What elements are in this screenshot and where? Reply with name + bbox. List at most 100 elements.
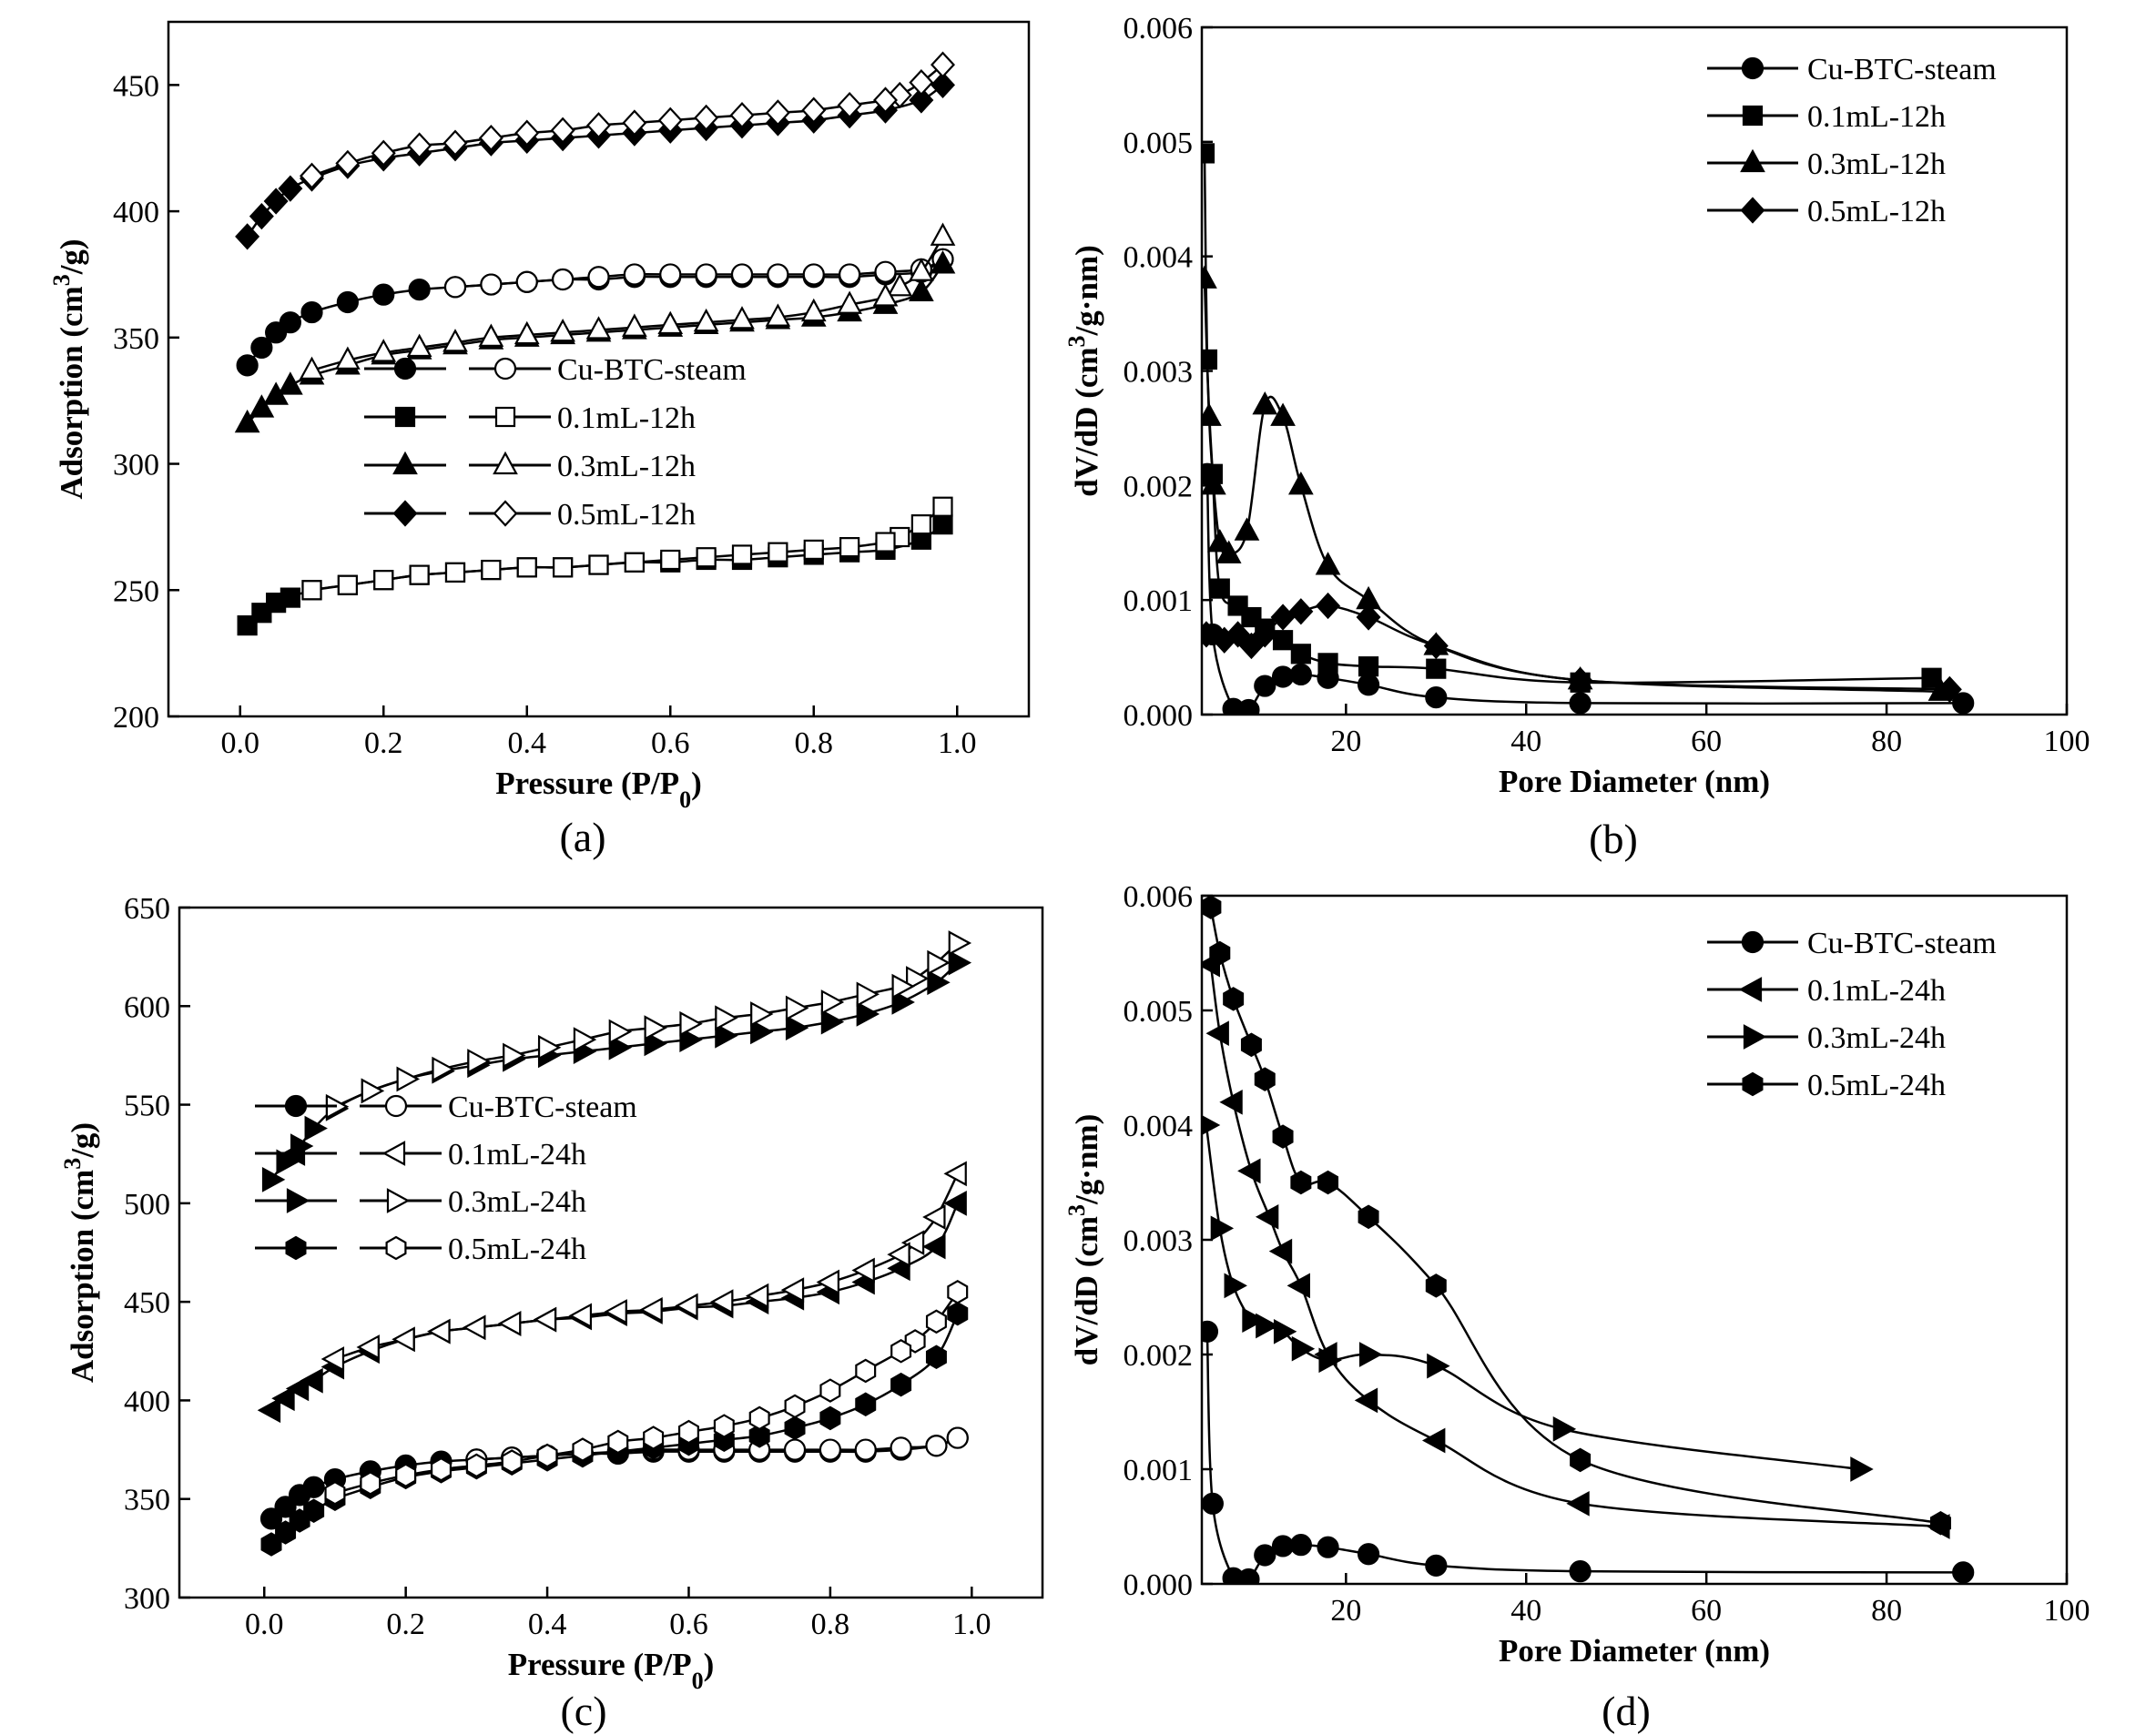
point-0-1ml-12h bbox=[1202, 143, 1215, 164]
point-0-3ml-12h-desorption bbox=[887, 273, 913, 297]
x-tick-label: 0.6 bbox=[669, 1608, 708, 1641]
point-cu-btc-steam-desorption bbox=[659, 263, 682, 286]
legend-marker-0-1ml-12h bbox=[1742, 105, 1764, 127]
y-axis-label-end: /g·nm) bbox=[1069, 1114, 1104, 1205]
point-0-1ml-24h-desorption bbox=[533, 1306, 557, 1333]
point-0-5ml-24h-desorption bbox=[431, 1456, 453, 1482]
y-tick-label: 0.002 bbox=[1124, 470, 1194, 503]
x-axis-label-end: ) bbox=[691, 766, 702, 801]
x-tick-label: 20 bbox=[1330, 1594, 1361, 1628]
point-cu-btc-steam-desorption bbox=[623, 263, 646, 286]
point-0-1ml-24h-adsorption bbox=[285, 1375, 310, 1402]
legend-marker-0-1ml-24h-desorption bbox=[381, 1141, 406, 1166]
point-0-3ml-24h bbox=[1291, 1335, 1316, 1362]
point-cu-btc-steam-adsorption bbox=[302, 1476, 325, 1498]
point-0-1ml-12h-desorption bbox=[301, 580, 322, 601]
legend-marker-cu-btc-steam-adsorption bbox=[284, 1094, 308, 1118]
point-0-1ml-24h bbox=[1237, 1158, 1261, 1184]
y-tick-label: 0.005 bbox=[1124, 127, 1194, 160]
point-cu-btc-steam bbox=[1254, 1544, 1276, 1567]
y-tick-label: 600 bbox=[124, 990, 170, 1024]
point-0-3ml-24h-desorption bbox=[820, 989, 845, 1015]
legend-marker-0-3ml-12h bbox=[1740, 148, 1765, 173]
legend-label-0-5ml-12h: 0.5mL-12h bbox=[557, 498, 696, 532]
panel-a: 0.0 0.2 0.4 0.6 0.8 1.0 200 250 300 350 400 450 Pres… bbox=[48, 20, 1031, 860]
point-0-5ml-12h-desorption bbox=[931, 51, 955, 78]
point-0-3ml-24h-desorption bbox=[679, 1010, 703, 1037]
point-0-5ml-24h bbox=[1358, 1204, 1379, 1230]
point-0-5ml-24h-desorption bbox=[501, 1449, 523, 1474]
point-cu-btc-steam-adsorption bbox=[274, 1496, 297, 1518]
point-cu-btc-steam-adsorption bbox=[300, 300, 323, 324]
point-0-1ml-24h-adsorption bbox=[257, 1397, 281, 1424]
legend-label-0-1ml-24h: 0.1mL-24h bbox=[448, 1138, 586, 1172]
point-0-5ml-12h bbox=[1225, 621, 1251, 648]
point-cu-btc-steam bbox=[1271, 1535, 1295, 1557]
legend-label-0-5ml-24h: 0.5mL-24h bbox=[1807, 1069, 1946, 1102]
y-axis-label: Adsorption (cm3/g) bbox=[59, 1122, 101, 1383]
point-cu-btc-steam-desorption bbox=[552, 268, 575, 291]
point-0-3ml-24h-adsorption bbox=[785, 1015, 809, 1040]
y-axis-label-sup: 3 bbox=[59, 1158, 86, 1170]
point-0-5ml-24h-desorption bbox=[784, 1394, 806, 1419]
point-0-1ml-24h-adsorption bbox=[300, 1367, 323, 1394]
point-0-1ml-24h bbox=[1354, 1387, 1378, 1414]
point-0-5ml-24h-desorption bbox=[465, 1453, 487, 1478]
point-cu-btc-steam bbox=[1202, 1320, 1219, 1343]
point-0-1ml-24h-adsorption bbox=[271, 1385, 295, 1412]
point-0-5ml-12h-desorption bbox=[478, 125, 503, 152]
y-tick-label: 0.006 bbox=[1124, 880, 1194, 914]
point-0-1ml-24h-desorption bbox=[816, 1269, 839, 1295]
point-0-3ml-12h-adsorption bbox=[909, 278, 934, 301]
legend-marker-cu-btc-steam-desorption bbox=[493, 357, 517, 380]
point-0-5ml-12h-desorption bbox=[514, 119, 540, 147]
point-0-1ml-12h bbox=[1209, 578, 1230, 599]
x-tick-label: 60 bbox=[1691, 1594, 1722, 1628]
point-cu-btc-steam bbox=[1202, 1492, 1224, 1515]
point-0-1ml-24h-desorption bbox=[568, 1303, 593, 1329]
point-0-1ml-24h-desorption bbox=[320, 1346, 345, 1372]
legend-marker-cu-btc-steam-desorption bbox=[384, 1094, 408, 1118]
point-0-5ml-24h-desorption bbox=[925, 1309, 947, 1334]
y-axis-label: Adsorption (cm3/g) bbox=[48, 238, 90, 499]
legend-marker-0-1ml-24h-adsorption bbox=[281, 1141, 306, 1166]
point-0-1ml-24h bbox=[1566, 1490, 1590, 1517]
point-cu-btc-steam-desorption bbox=[587, 266, 610, 289]
y-axis-label: dV/dD (cm3/g·nm) bbox=[1063, 245, 1105, 497]
point-0-3ml-24h-adsorption bbox=[304, 1115, 328, 1141]
x-tick-label: 100 bbox=[2044, 725, 2090, 758]
point-0-3ml-24h-desorption bbox=[856, 981, 880, 1008]
point-0-3ml-12h-desorption bbox=[622, 313, 647, 337]
point-cu-btc-steam-adsorption bbox=[408, 279, 431, 301]
point-0-3ml-24h bbox=[1256, 1313, 1279, 1339]
legend: Cu-BTC-steam 0.1mL-24h 0.3mL-24h 0.5mL-24h bbox=[1707, 927, 1997, 1102]
x-tick-label: 80 bbox=[1871, 1594, 1902, 1628]
legend-marker-0-1ml-24h bbox=[1738, 977, 1763, 1002]
point-0-1ml-12h-desorption bbox=[409, 564, 430, 585]
point-0-3ml-24h-desorption bbox=[644, 1015, 667, 1040]
panel-d: 20 40 60 80 100 0.000 0.001 0.002 0.003 0.004 0.00… bbox=[1063, 880, 2090, 1734]
point-0-3ml-24h-desorption bbox=[750, 1001, 774, 1027]
point-0-3ml-24h bbox=[1210, 1215, 1235, 1242]
point-0-5ml-12h-desorption bbox=[729, 102, 755, 129]
x-axis-label-sub: 0 bbox=[679, 786, 691, 813]
point-0-1ml-24h-desorption bbox=[851, 1257, 875, 1283]
x-axis-label-sub: 0 bbox=[692, 1668, 704, 1694]
x-tick-label: 0.0 bbox=[245, 1608, 284, 1641]
point-0-5ml-24h-adsorption bbox=[819, 1405, 841, 1431]
point-0-3ml-12h bbox=[1215, 540, 1242, 563]
point-0-1ml-24h-desorption bbox=[943, 1161, 967, 1187]
point-cu-btc-steam bbox=[1425, 686, 1448, 709]
point-0-3ml-12h-desorption bbox=[693, 308, 719, 332]
legend-marker-0-5ml-24h-adsorption bbox=[285, 1235, 307, 1261]
point-0-5ml-24h-desorption bbox=[360, 1471, 381, 1496]
point-0-3ml-12h-desorption bbox=[514, 320, 540, 345]
point-0-3ml-24h-desorption bbox=[715, 1005, 738, 1031]
series-line-0-3ml-12h bbox=[1203, 279, 1941, 694]
y-tick-label: 0.004 bbox=[1124, 241, 1194, 275]
point-0-1ml-24h-desorption bbox=[900, 1230, 925, 1256]
point-0-5ml-12h-adsorption bbox=[235, 223, 260, 250]
point-0-3ml-24h-adsorption bbox=[820, 1009, 845, 1035]
legend-marker-0-5ml-12h-desorption bbox=[493, 500, 518, 527]
point-0-3ml-12h bbox=[1270, 402, 1296, 426]
